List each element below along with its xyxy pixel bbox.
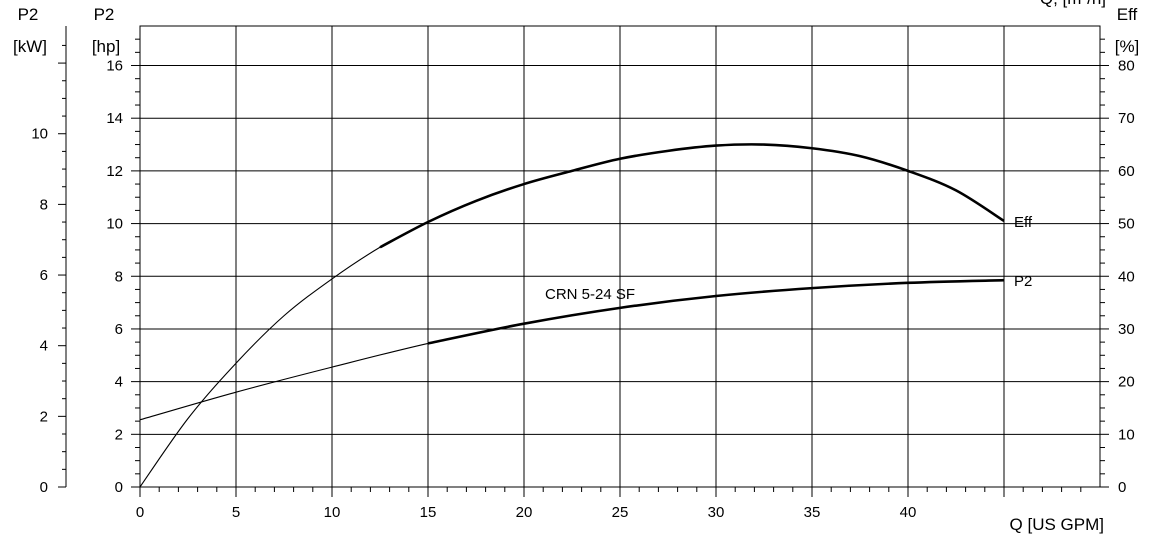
kw-tick-label: 8 <box>40 196 48 213</box>
eff-tick-label: 40 <box>1118 268 1135 285</box>
eff-tick-label: 70 <box>1118 110 1135 127</box>
kw-axis-title-line1: P2 <box>18 5 39 24</box>
x-tick-label: 20 <box>516 504 533 521</box>
eff-axis-title-line1: Eff <box>1117 5 1138 24</box>
eff-curve-operating-range <box>379 143 1005 249</box>
chart-axes <box>58 26 1109 497</box>
eff-tick-label: 10 <box>1118 426 1135 443</box>
hp-tick-label: 12 <box>106 163 123 180</box>
eff-axis-title-line2: [%] <box>1115 37 1140 56</box>
hp-tick-label: 0 <box>115 479 123 496</box>
eff-tick-label: 20 <box>1118 374 1135 391</box>
x-tick-label: 40 <box>900 504 917 521</box>
p2-curve-label: P2 <box>1014 273 1032 290</box>
eff-tick-label: 60 <box>1118 163 1135 180</box>
x-tick-label: 15 <box>420 504 437 521</box>
x-tick-label: 10 <box>324 504 341 521</box>
hp-axis-title-line2: [hp] <box>92 37 120 56</box>
hp-tick-label: 4 <box>115 374 123 391</box>
chart-labels: P2 [kW] P2 [hp] Eff [%] Q, [m³/h] Q [US … <box>13 0 1139 534</box>
hp-tick-label: 6 <box>115 321 123 338</box>
kw-tick-label: 6 <box>40 267 48 284</box>
top-right-partial-label: Q, [m³/h] <box>1040 0 1106 8</box>
pump-model-label: CRN 5-24 SF <box>545 286 635 303</box>
kw-tick-label: 2 <box>40 408 48 425</box>
hp-tick-label: 2 <box>115 426 123 443</box>
hp-tick-label: 10 <box>106 216 123 233</box>
x-tick-label: 25 <box>612 504 629 521</box>
hp-tick-label: 16 <box>106 58 123 75</box>
hp-axis-title-line1: P2 <box>94 5 115 24</box>
x-axis-title: Q [US GPM] <box>1010 515 1104 534</box>
chart-grid <box>139 25 1101 488</box>
p2-curve-operating-range <box>427 278 1005 345</box>
x-tick-label: 5 <box>232 504 240 521</box>
chart-curves <box>139 143 1005 488</box>
x-tick-label: 30 <box>708 504 725 521</box>
x-tick-label: 35 <box>804 504 821 521</box>
eff-tick-label: 50 <box>1118 216 1135 233</box>
eff-curve-label: Eff <box>1014 214 1033 231</box>
kw-tick-label: 4 <box>40 338 48 355</box>
x-tick-label: 0 <box>136 504 144 521</box>
kw-axis-title-line2: [kW] <box>13 37 47 56</box>
kw-tick-label: 0 <box>40 479 48 496</box>
hp-tick-label: 8 <box>115 268 123 285</box>
kw-tick-label: 10 <box>31 126 48 143</box>
eff-tick-label: 0 <box>1118 479 1126 496</box>
eff-tick-label: 30 <box>1118 321 1135 338</box>
hp-tick-label: 14 <box>106 110 123 127</box>
eff-tick-label: 80 <box>1118 58 1135 75</box>
